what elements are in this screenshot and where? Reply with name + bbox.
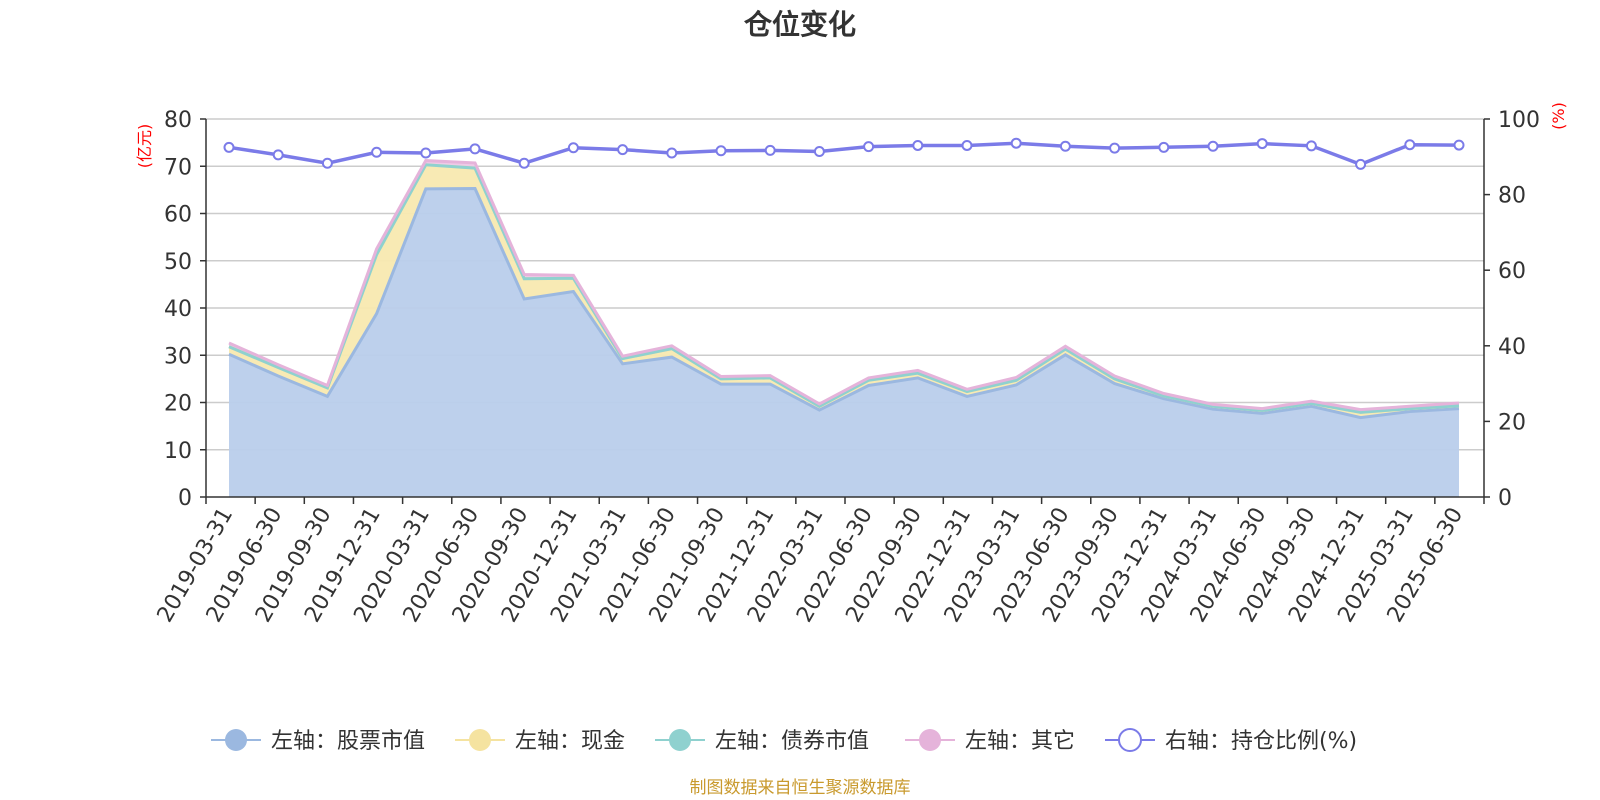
ratio-point xyxy=(1207,140,1219,152)
ratio-line xyxy=(223,137,1465,170)
left-tick-label: 10 xyxy=(164,439,192,464)
ratio-point xyxy=(567,142,579,154)
ratio-point xyxy=(1158,141,1170,153)
legend-label: 右轴：持仓比例(%) xyxy=(1165,729,1357,754)
legend-item: 左轴：股票市值 xyxy=(211,729,425,754)
legend-item: 左轴：现金 xyxy=(455,729,625,754)
left-tick-label: 0 xyxy=(178,486,192,511)
ratio-point xyxy=(321,157,333,169)
legend-marker xyxy=(919,729,941,751)
ratio-point xyxy=(961,139,973,151)
left-tick-label: 20 xyxy=(164,392,192,417)
ratio-point xyxy=(912,139,924,151)
ratio-point xyxy=(813,146,825,158)
right-axis-unit: (%) xyxy=(1549,102,1568,130)
left-tick-label: 80 xyxy=(164,108,192,133)
ratio-point xyxy=(469,143,481,155)
legend-marker xyxy=(1118,728,1142,752)
legend-item: 左轴：债券市值 xyxy=(655,729,869,754)
chart-title: 仓位变化 xyxy=(744,8,856,41)
legend: 左轴：股票市值 左轴：现金 左轴：债券市值 左轴：其它 右轴：持仓比例(%) xyxy=(211,728,1357,754)
legend-marker xyxy=(469,729,491,751)
left-tick-label: 60 xyxy=(164,203,192,228)
ratio-point xyxy=(420,147,432,159)
legend-item: 右轴：持仓比例(%) xyxy=(1105,728,1357,754)
right-tick-label: 0 xyxy=(1498,486,1512,511)
right-tick-label: 80 xyxy=(1498,184,1526,209)
area-edge-左轴：债券市值 xyxy=(228,163,1460,414)
legend-label: 左轴：债券市值 xyxy=(715,729,869,754)
source-note: 制图数据来自恒生聚源数据库 xyxy=(690,778,911,798)
legend-label: 左轴：其它 xyxy=(965,729,1075,754)
legend-marker xyxy=(225,729,247,751)
right-tick-label: 20 xyxy=(1498,410,1526,435)
ratio-point xyxy=(1059,140,1071,152)
ratio-point xyxy=(1453,139,1465,151)
ratio-point xyxy=(1404,139,1416,151)
left-tick-label: 70 xyxy=(164,155,192,180)
area-edge-左轴：其它 xyxy=(228,159,1460,412)
right-tick-label: 100 xyxy=(1498,108,1540,133)
legend-marker xyxy=(669,729,691,751)
ratio-polyline xyxy=(228,141,1460,167)
area-edge-左轴：股票市值 xyxy=(228,186,1460,420)
legend-label: 左轴：现金 xyxy=(515,729,625,754)
ratio-point xyxy=(1010,137,1022,149)
ratio-point xyxy=(1305,140,1317,152)
left-tick-label: 50 xyxy=(164,250,192,275)
ratio-point xyxy=(764,144,776,156)
ratio-point xyxy=(666,147,678,159)
ratio-point xyxy=(272,149,284,161)
ratio-point xyxy=(617,144,629,156)
left-tick-label: 40 xyxy=(164,297,192,322)
left-axis-unit: (亿元) xyxy=(135,124,154,169)
ratio-point xyxy=(715,145,727,157)
ratio-point xyxy=(518,157,530,169)
legend-item: 左轴：其它 xyxy=(905,729,1075,754)
ratio-point xyxy=(1256,138,1268,150)
right-tick-label: 40 xyxy=(1498,335,1526,360)
ratio-point xyxy=(1109,142,1121,154)
ratio-point xyxy=(1355,158,1367,170)
ratio-point xyxy=(371,146,383,158)
left-tick-label: 30 xyxy=(164,344,192,369)
ratio-point xyxy=(863,141,875,153)
area-layers xyxy=(228,159,1460,497)
legend-label: 左轴：股票市值 xyxy=(271,729,425,754)
area-左轴：股票市值 xyxy=(229,188,1459,497)
right-tick-label: 60 xyxy=(1498,259,1526,284)
ratio-point xyxy=(223,141,235,153)
